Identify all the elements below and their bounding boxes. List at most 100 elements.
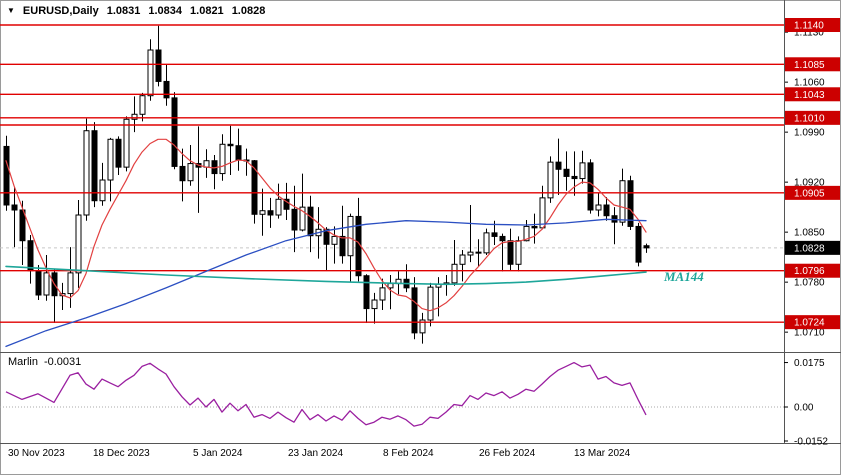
candle xyxy=(467,205,474,263)
candle xyxy=(531,213,538,244)
candle xyxy=(155,25,162,87)
candles xyxy=(3,25,650,344)
candle xyxy=(51,268,58,323)
candle xyxy=(347,213,354,283)
candle-body xyxy=(531,225,538,229)
candle xyxy=(579,150,586,184)
candle xyxy=(635,222,642,267)
candle-body xyxy=(459,254,466,265)
current-price-label: 1.0828 xyxy=(794,243,825,254)
candle xyxy=(603,197,610,221)
candle xyxy=(379,278,386,311)
date-label: 26 Feb 2024 xyxy=(479,448,536,459)
ma-slow-blue-line xyxy=(5,218,647,348)
candle xyxy=(203,149,210,178)
candle-body xyxy=(107,138,114,181)
candle xyxy=(323,227,330,271)
candle-body xyxy=(627,180,634,227)
candle-body xyxy=(27,240,34,272)
candle xyxy=(619,168,626,226)
marlin-line xyxy=(5,361,647,427)
candle xyxy=(435,277,442,317)
candle-body xyxy=(619,180,626,223)
candle-body xyxy=(11,204,18,211)
candle-body xyxy=(555,161,562,170)
price-level-label-box xyxy=(785,263,840,278)
date-label: 8 Feb 2024 xyxy=(383,448,434,459)
date-label: 18 Dec 2023 xyxy=(93,448,150,459)
candle-body xyxy=(491,232,498,237)
candle-body xyxy=(587,162,594,211)
candle xyxy=(299,173,306,232)
indicator-name: Marlin xyxy=(8,356,38,368)
symbol-timeframe-label: EURUSD,Daily xyxy=(22,5,99,17)
candle xyxy=(3,135,10,211)
price-tick-label: 1.1130 xyxy=(794,28,824,39)
indicator-tick-label: 0.0175 xyxy=(794,358,825,369)
candle-body xyxy=(235,145,242,161)
candle xyxy=(507,228,514,271)
candle-body xyxy=(75,214,82,274)
price-level-label: 1.1043 xyxy=(794,90,825,101)
candle xyxy=(27,235,34,284)
candle xyxy=(371,292,378,324)
level-lines xyxy=(0,18,840,330)
candle xyxy=(219,134,226,181)
candle xyxy=(499,233,506,272)
candle xyxy=(75,200,82,288)
candle-body xyxy=(603,204,610,217)
price-level-label: 1.1085 xyxy=(794,60,825,71)
candle-body xyxy=(155,49,162,82)
candle-body xyxy=(3,145,10,206)
candle xyxy=(483,228,490,256)
price-level-label: 1.1010 xyxy=(794,113,825,124)
indicator-legend: Marlin -0.0031 xyxy=(8,356,81,368)
candle xyxy=(275,183,282,219)
candle-body xyxy=(331,235,338,245)
candle xyxy=(419,312,426,344)
candle xyxy=(115,136,122,176)
candle-body xyxy=(267,210,274,216)
candle-body xyxy=(179,165,186,182)
candle xyxy=(443,275,450,296)
candle xyxy=(131,96,138,133)
price-tick-label: 1.1060 xyxy=(794,78,825,89)
candle-body xyxy=(283,198,290,210)
candle-body xyxy=(387,283,394,289)
candle xyxy=(451,240,458,286)
candle xyxy=(107,137,114,202)
candle xyxy=(595,192,602,217)
date-label: 30 Nov 2023 xyxy=(8,448,65,459)
candle-body xyxy=(347,215,354,257)
candle-body xyxy=(451,263,458,284)
chart-header: ▼ EURUSD,Daily 1.0831 1.0834 1.0821 1.08… xyxy=(7,5,265,17)
candle xyxy=(163,65,170,106)
price-level-label-box xyxy=(785,110,840,125)
candle-body xyxy=(91,130,98,202)
price-level-label: 1.1140 xyxy=(794,21,824,32)
ohlc-low: 1.0821 xyxy=(190,5,224,17)
candle xyxy=(411,277,418,340)
candle xyxy=(11,187,18,248)
candle-body xyxy=(427,286,434,321)
candle xyxy=(67,247,74,308)
symbol-dropdown-icon[interactable]: ▼ xyxy=(7,6,15,15)
price-level-label: 1.0905 xyxy=(794,188,825,199)
candle-body xyxy=(579,162,586,180)
candle-body xyxy=(539,197,546,229)
price-level-label-box xyxy=(785,315,840,330)
candle-body xyxy=(251,160,258,215)
ma-fast-red-line xyxy=(5,138,647,312)
candle xyxy=(387,275,394,310)
date-label: 5 Jan 2024 xyxy=(193,448,243,459)
candle-body xyxy=(171,97,178,167)
ma-144-teal-line xyxy=(5,265,647,286)
price-level-label: 1.0724 xyxy=(794,318,825,329)
candle xyxy=(307,195,314,253)
candle-body xyxy=(563,168,570,177)
candle-body xyxy=(131,113,138,120)
price-tick-label: 1.0920 xyxy=(794,178,825,189)
candle xyxy=(227,125,234,176)
candle-body xyxy=(67,272,74,295)
